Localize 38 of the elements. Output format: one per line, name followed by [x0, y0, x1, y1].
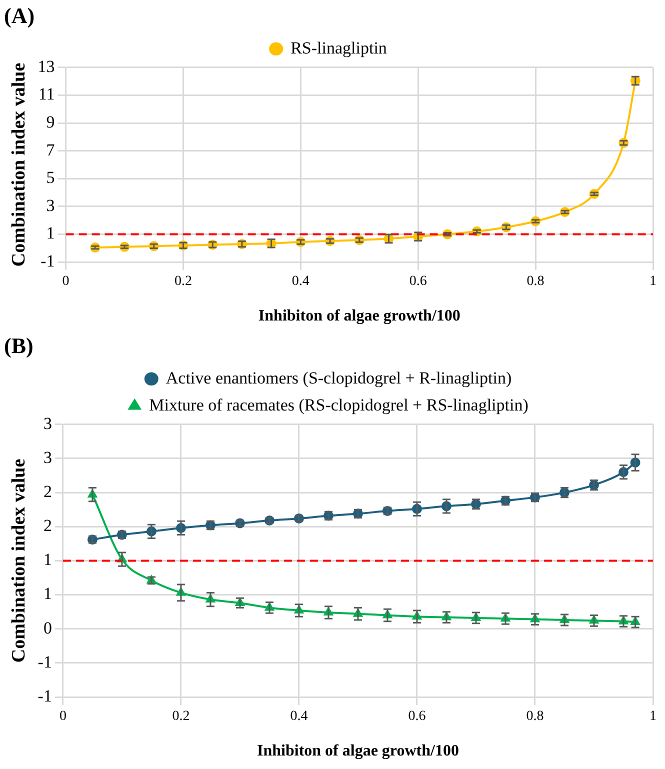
y-tick-label: 2 [43, 482, 52, 502]
chart-title: (B) [4, 332, 34, 358]
x-tick-label: 0.2 [174, 274, 192, 290]
y-tick-label: 5 [46, 168, 55, 188]
x-tick-label: 1 [650, 709, 656, 724]
y-tick-label: 7 [46, 140, 56, 160]
x-tick-label: 0.2 [172, 709, 190, 724]
x-tick-label: 0.8 [526, 274, 544, 290]
y-tick-label: 13 [38, 56, 55, 76]
x-tick-label: 1 [650, 274, 656, 290]
x-tick-label: 0.4 [292, 274, 310, 290]
y-tick-label: 0 [43, 618, 52, 638]
x-axis-title: Inhibiton of algae growth/100 [258, 308, 460, 325]
x-tick-label: 0.4 [290, 709, 308, 724]
y-tick-label: 3 [46, 196, 55, 215]
x-axis-title: Inhibiton of algae growth/100 [257, 742, 459, 760]
x-tick-label: 0.8 [526, 709, 544, 724]
y-tick-label: 9 [46, 112, 55, 132]
y-tick-label: 11 [38, 84, 55, 104]
y-tick-label: 1 [43, 550, 52, 570]
y-axis-title: Combination index value [8, 62, 30, 267]
x-tick-label: 0 [62, 274, 70, 290]
y-tick-label: -1 [38, 686, 52, 706]
y-tick-label: 3 [43, 414, 52, 433]
x-tick-label: 0.6 [409, 274, 427, 290]
y-axis-title: Combination index value [8, 458, 30, 663]
x-tick-label: 0 [59, 709, 66, 724]
x-tick-label: 0.6 [408, 709, 426, 724]
legend-label: Mixture of racemates (RS-clopidogrel + RS-linagliptin) [149, 395, 528, 414]
legend-label: RS-linagliptin [290, 38, 388, 58]
y-tick-label: 1 [43, 584, 52, 604]
y-tick-label: -1 [40, 251, 55, 270]
y-tick-label: 2 [43, 516, 52, 536]
chart-title: (A) [4, 2, 35, 28]
legend-label: Active enantiomers (S-clopidogrel + R-linagliptin) [166, 368, 512, 388]
y-tick-label: -1 [38, 652, 52, 672]
y-tick-label: 3 [43, 448, 52, 467]
y-tick-label: 1 [46, 224, 55, 243]
